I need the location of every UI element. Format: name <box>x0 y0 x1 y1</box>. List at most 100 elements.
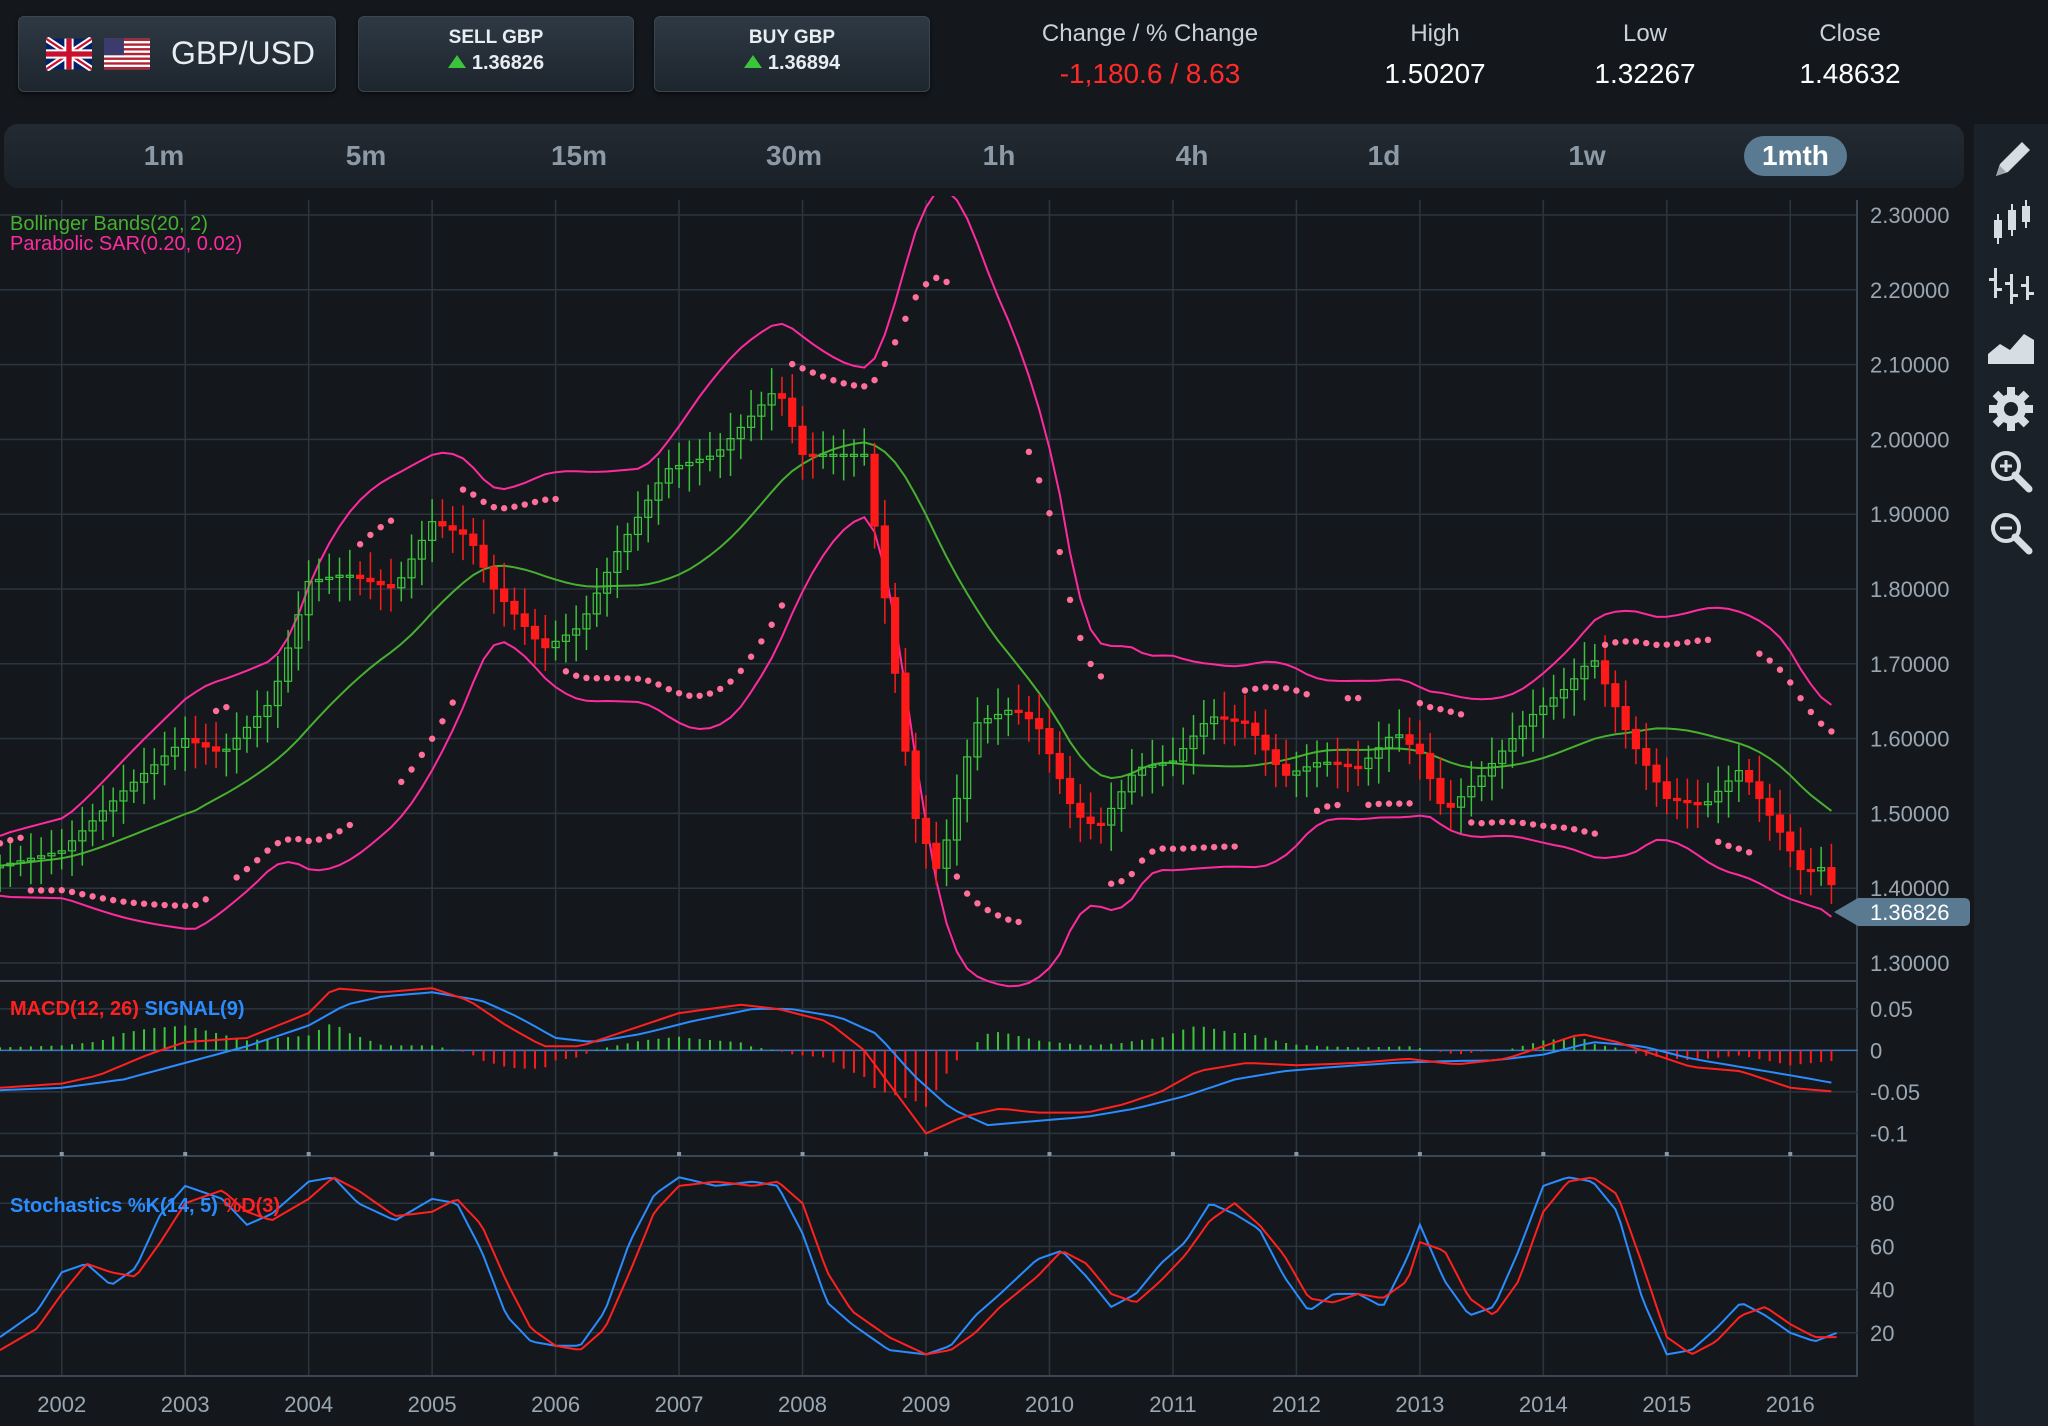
candle-body <box>1086 816 1095 824</box>
currency-pair-selector[interactable]: GBP/USD <box>18 16 336 92</box>
sar-dot <box>1509 818 1516 826</box>
timeframe-1mth[interactable]: 1mth <box>1744 136 1847 176</box>
sar-dot <box>398 778 405 786</box>
sar-dot <box>1828 728 1835 735</box>
stochastics-axis-label: 60 <box>1870 1234 1894 1259</box>
timeframe-5m[interactable]: 5m <box>345 140 387 171</box>
change-label: Change / % Change <box>1041 20 1259 47</box>
candle-body <box>242 726 252 739</box>
ohlc-bars-icon[interactable] <box>1984 258 2038 312</box>
timeframe-1d[interactable]: 1d <box>1367 140 1401 171</box>
price-chart[interactable]: 2.30000 2.20000 2.10000 2.00000 1.90000 1.800… <box>0 196 1972 1426</box>
candle-body <box>674 464 684 470</box>
timeframe-15m[interactable]: 15m <box>550 140 608 171</box>
candle-body <box>572 628 581 636</box>
sar-dot <box>264 847 271 854</box>
sar-dot <box>686 692 693 699</box>
candle-body <box>294 614 303 649</box>
candlestick-icon[interactable] <box>1984 196 2038 250</box>
candle-body <box>1333 761 1342 765</box>
sar-dot <box>1797 694 1804 702</box>
sar-dot <box>1190 844 1197 852</box>
candle-body <box>963 756 972 800</box>
candle-body <box>1014 709 1023 714</box>
sar-dot <box>1108 880 1115 887</box>
candle-body <box>1415 743 1424 755</box>
sar-dot <box>284 836 292 843</box>
sar-dot <box>1066 596 1074 604</box>
candle-body <box>860 453 869 457</box>
sar-dot <box>943 278 950 286</box>
sar-dot <box>377 523 384 531</box>
gear-icon[interactable] <box>1984 382 2038 436</box>
sar-dot <box>1787 679 1794 686</box>
sar-dot <box>768 621 775 628</box>
candle-body <box>1703 801 1713 806</box>
pencil-icon[interactable] <box>1984 134 2038 188</box>
candle-body <box>1580 665 1589 680</box>
candle-body <box>973 722 982 758</box>
up-arrow-icon <box>743 55 762 69</box>
sar-dot <box>1282 685 1290 692</box>
sar-dot <box>202 896 209 903</box>
sar-dot <box>974 900 981 907</box>
sar-dot <box>1447 708 1454 715</box>
sar-dot <box>706 690 714 697</box>
sar-dot <box>1231 843 1238 850</box>
zoom-in-icon[interactable] <box>1984 444 2038 498</box>
candle-body <box>1642 747 1651 766</box>
sell-button[interactable]: SELL GBP 1.36826 <box>358 16 634 92</box>
sar-dot <box>1478 819 1485 827</box>
price-axis-label: 1.30000 <box>1870 951 1950 976</box>
candle-body <box>1559 688 1569 699</box>
candle-body <box>129 781 138 792</box>
candle-body <box>1292 770 1301 776</box>
stochastics-axis-label: 40 <box>1870 1278 1894 1303</box>
sar-dot <box>1488 819 1496 826</box>
sar-dot <box>1087 660 1094 668</box>
sar-dot <box>1015 918 1022 926</box>
sar-dot <box>717 685 724 693</box>
timeframe-4h[interactable]: 4h <box>1175 140 1209 171</box>
candle-body <box>1035 718 1044 730</box>
candle-body <box>1055 752 1064 780</box>
sell-price: 1.36826 <box>471 52 545 74</box>
timeframe-30m[interactable]: 30m <box>765 140 823 171</box>
sar-dot <box>470 491 477 498</box>
candle-body <box>942 839 951 869</box>
timeframe-1w[interactable]: 1w <box>1568 140 1606 171</box>
sell-label: SELL GBP <box>448 27 544 48</box>
candle-body <box>1487 762 1496 777</box>
sar-dot <box>933 274 940 282</box>
candle-body <box>98 810 107 822</box>
sar-dot <box>552 495 559 503</box>
sar-dot <box>233 874 240 881</box>
timeframe-1m[interactable]: 1m <box>143 140 185 171</box>
macd-legend: MACD(12, 26) SIGNAL(9) <box>10 998 244 1020</box>
buy-button[interactable]: BUY GBP 1.36894 <box>654 16 930 92</box>
sar-dot <box>480 498 487 506</box>
candle-body <box>1127 774 1136 793</box>
candle-body <box>808 453 817 457</box>
sar-dot <box>634 675 642 682</box>
sar-dot <box>1149 848 1156 855</box>
buy-price-row: 1.36894 <box>655 52 929 75</box>
timeframe-bar: 1m 5m 15m 30m 1h 4h 1d 1w 1mth <box>4 124 1964 188</box>
zoom-out-icon[interactable] <box>1984 506 2038 560</box>
candle-body <box>26 857 35 862</box>
candle-body <box>335 574 344 578</box>
price-axis-label: 2.20000 <box>1870 278 1950 303</box>
sar-dot <box>840 380 847 387</box>
candle-body <box>448 525 457 531</box>
area-chart-icon[interactable] <box>1984 320 2038 374</box>
macd-line <box>0 987 1832 1135</box>
candle-body <box>469 533 478 546</box>
candle-body <box>561 634 570 642</box>
price-axis-label: 2.10000 <box>1870 353 1950 378</box>
timeframe-1h[interactable]: 1h <box>982 140 1016 171</box>
sar-dot <box>1200 844 1208 851</box>
price-axis-label: 1.90000 <box>1870 502 1950 527</box>
candle-body <box>705 455 715 460</box>
sar-dot <box>315 836 323 843</box>
candle-body <box>1004 709 1013 716</box>
